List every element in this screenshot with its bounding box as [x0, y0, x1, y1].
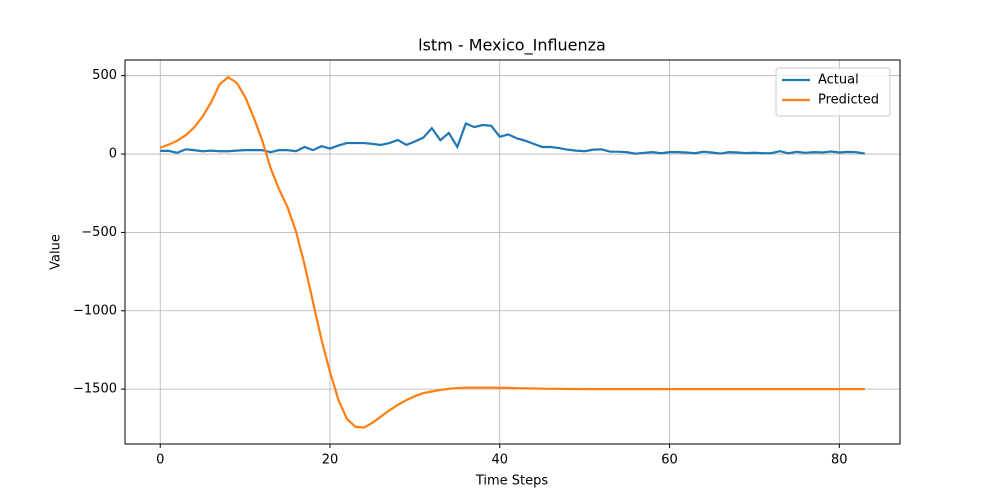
y-tick-label: −1000: [73, 303, 117, 318]
x-tick-label: 20: [322, 453, 339, 468]
legend-label: Actual: [818, 73, 859, 88]
x-axis-label: Time Steps: [475, 474, 549, 489]
y-tick-label: −500: [81, 225, 117, 240]
plot-frame: [124, 59, 901, 445]
y-tick-label: 0: [109, 147, 117, 162]
legend: Actual Predicted: [775, 67, 891, 117]
x-tick-label: 60: [661, 453, 678, 468]
y-tick-label: 500: [92, 68, 117, 83]
x-tick-label: 80: [831, 453, 848, 468]
line-series: [160, 122, 865, 155]
line-series: [159, 75, 865, 429]
y-tick-label: −1500: [73, 382, 117, 397]
y-axis-label: Value: [49, 234, 64, 270]
chart-title: lstm - Mexico_Influenza: [418, 36, 606, 56]
legend-label: Predicted: [818, 93, 879, 108]
x-tick-label: 0: [156, 453, 164, 468]
x-tick-label: 40: [491, 453, 508, 468]
